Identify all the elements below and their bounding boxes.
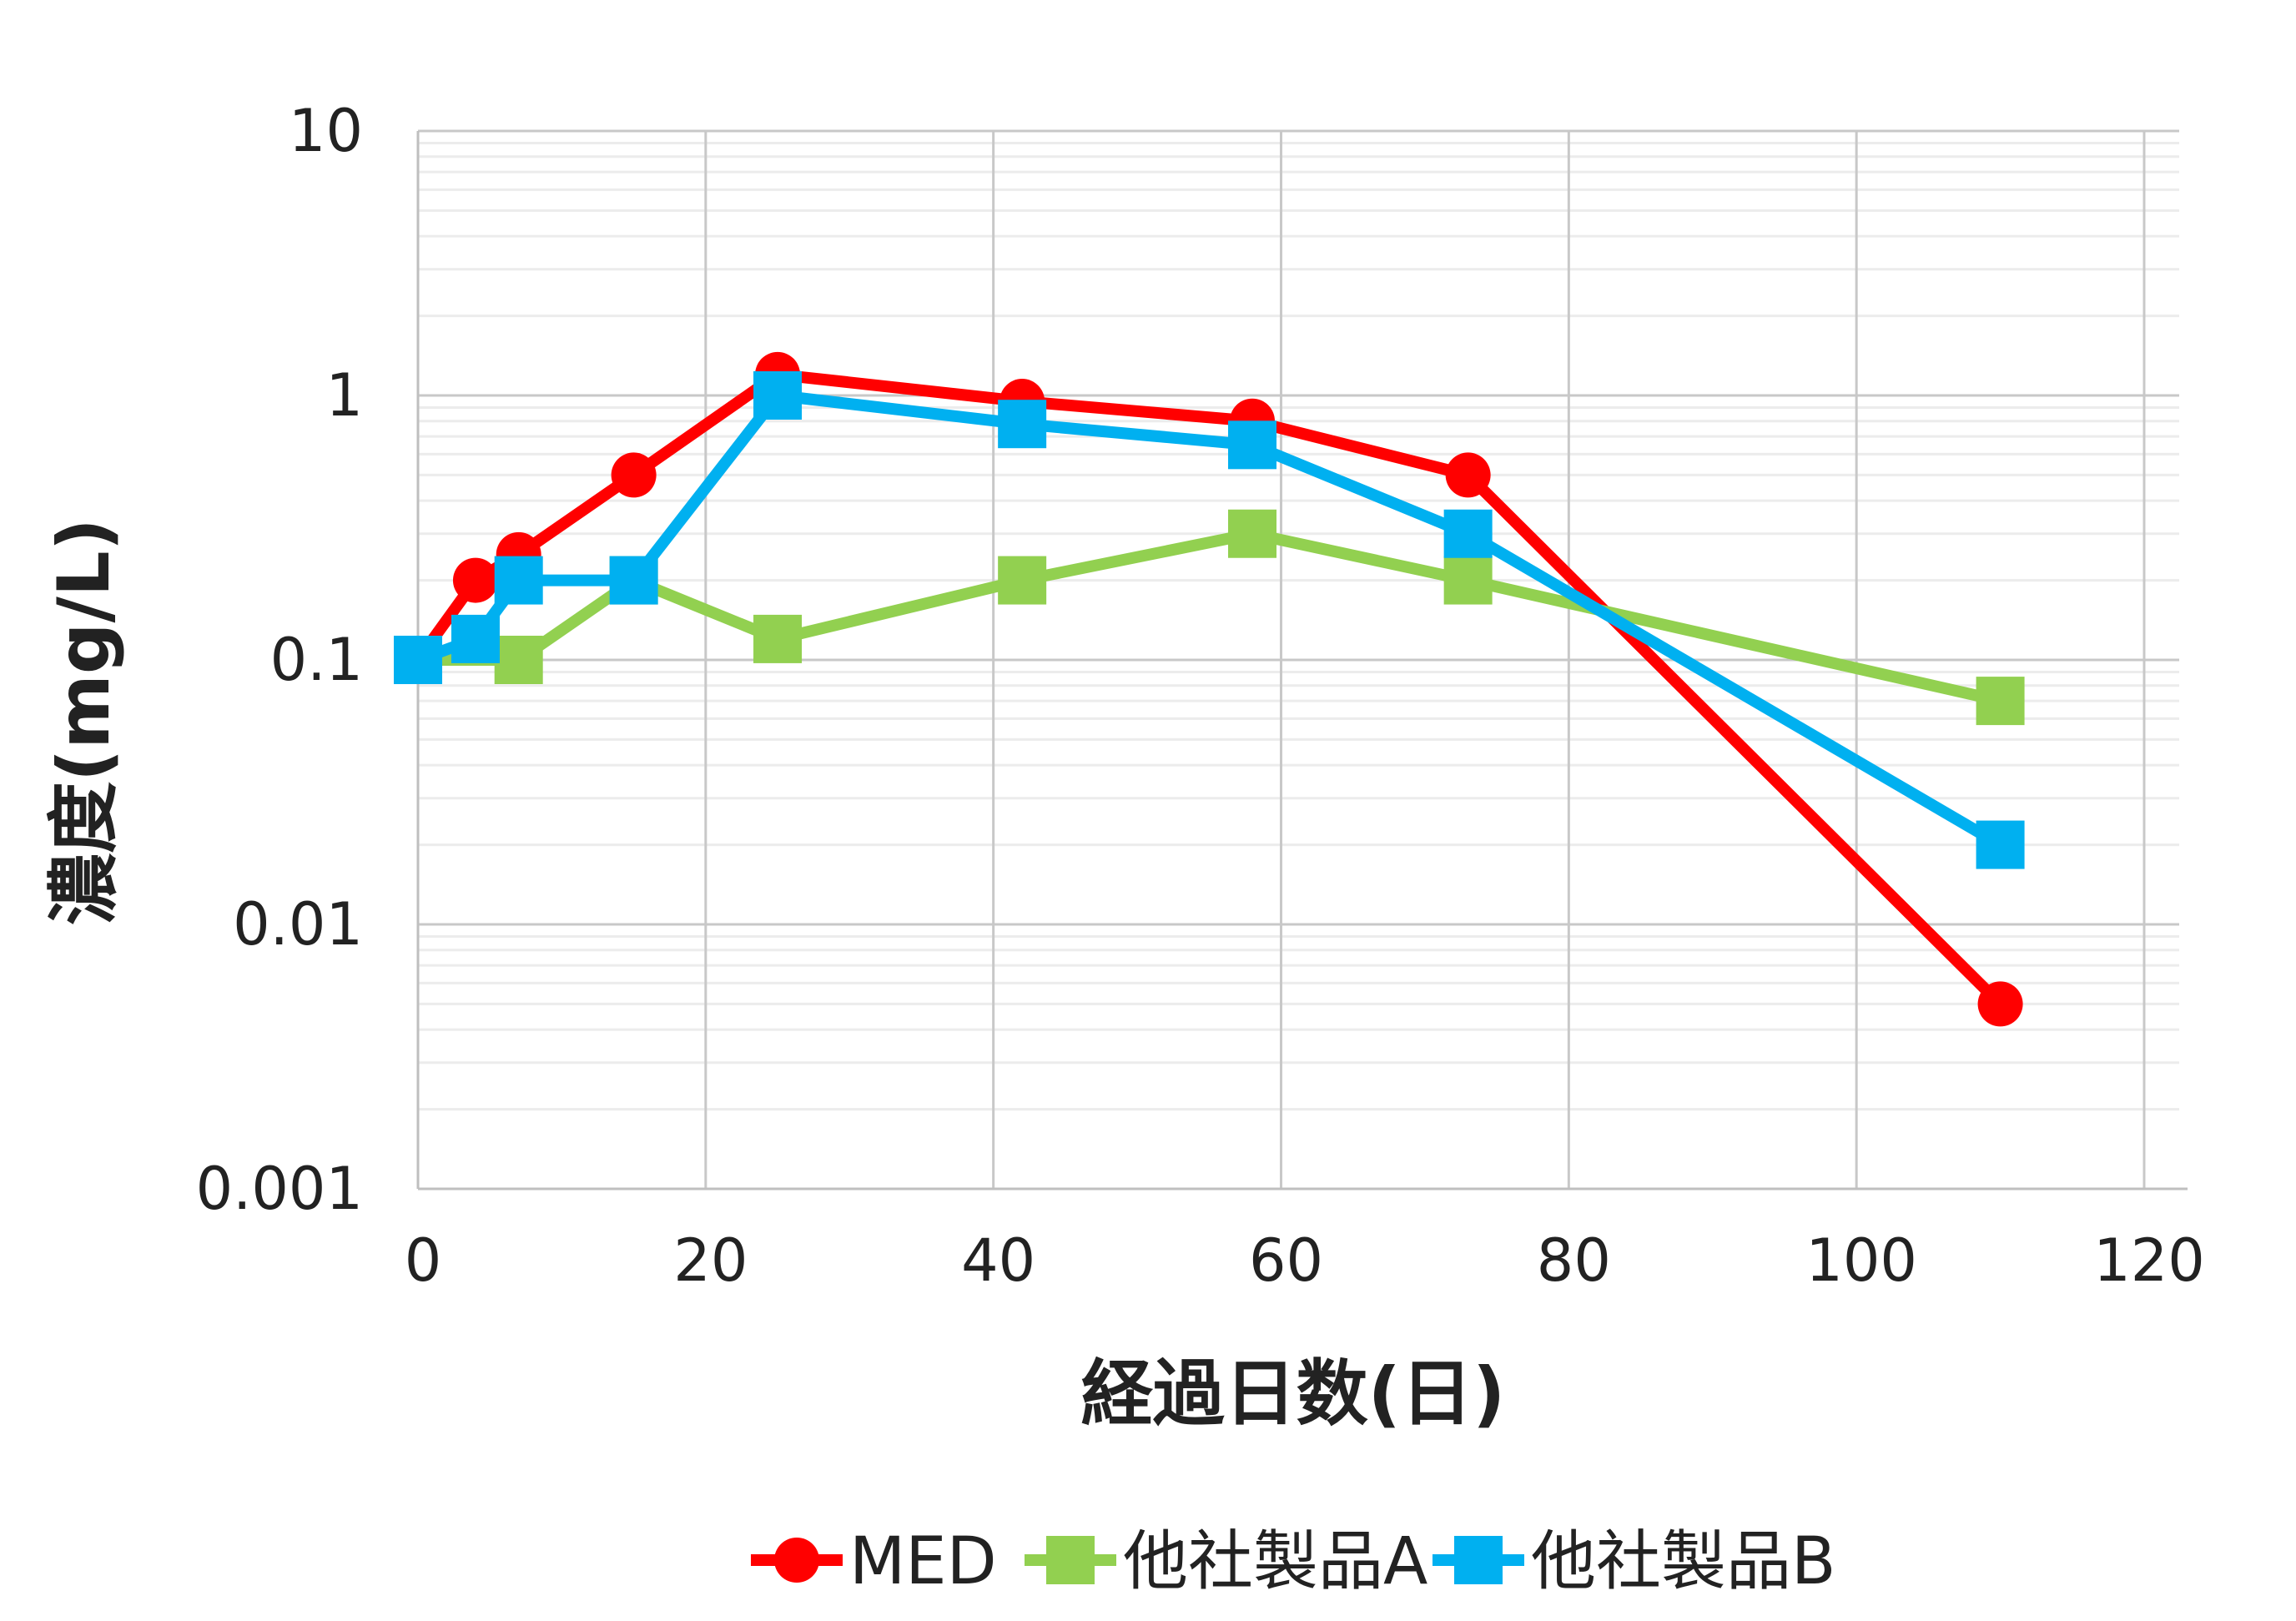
series-product-b — [394, 371, 2025, 869]
legend-item: 他社製品B — [1432, 1524, 1836, 1599]
legend-item: MED — [751, 1524, 997, 1599]
x-tick-label: 20 — [673, 1226, 748, 1295]
data-point — [494, 636, 543, 684]
data-point — [1228, 509, 1277, 558]
data-point — [753, 371, 803, 420]
x-tick-label: 60 — [1249, 1226, 1323, 1295]
data-point — [1977, 981, 2023, 1027]
data-point — [451, 614, 500, 663]
data-point — [1445, 452, 1491, 498]
data-point — [753, 614, 803, 663]
legend-marker — [1046, 1536, 1095, 1584]
y-tick-label: 0.001 — [196, 1155, 363, 1223]
x-tick-label: 100 — [1805, 1226, 1917, 1295]
x-tick-label: 0 — [405, 1226, 442, 1295]
y-axis-title: 濃度(mg/L) — [43, 518, 126, 925]
data-point — [394, 636, 442, 684]
legend: MED 他社製品A 他社製品B — [751, 1524, 1836, 1599]
grid — [416, 129, 2179, 1191]
data-point — [998, 400, 1047, 449]
data-point — [452, 557, 498, 603]
x-tick-label: 120 — [2093, 1226, 2205, 1295]
x-axis-title: 経過日数(日) — [1081, 1352, 1506, 1436]
x-tick-label: 40 — [961, 1226, 1035, 1295]
data-point — [494, 556, 543, 605]
data-point — [1976, 820, 2025, 869]
data-point — [609, 556, 658, 605]
legend-label: 他社製品B — [1531, 1524, 1836, 1599]
data-point — [611, 452, 657, 498]
series-product-a — [394, 509, 2025, 726]
data-point — [1976, 677, 2025, 726]
series-layer — [394, 351, 2025, 1027]
data-point — [1443, 556, 1493, 605]
y-tick-label: 0.1 — [270, 626, 363, 694]
legend-label: MED — [849, 1524, 997, 1599]
data-point — [1443, 509, 1493, 558]
data-point — [1228, 420, 1277, 470]
y-tick-label: 1 — [325, 361, 363, 430]
data-point — [998, 556, 1047, 605]
y-tick-label: 0.01 — [233, 890, 363, 959]
legend-label: 他社製品A — [1123, 1524, 1427, 1599]
legend-marker — [1454, 1536, 1503, 1584]
legend-item: 他社製品A — [1025, 1524, 1427, 1599]
y-tick-label: 10 — [289, 97, 363, 165]
legend-marker — [774, 1538, 819, 1583]
x-tick-label: 80 — [1537, 1226, 1611, 1295]
